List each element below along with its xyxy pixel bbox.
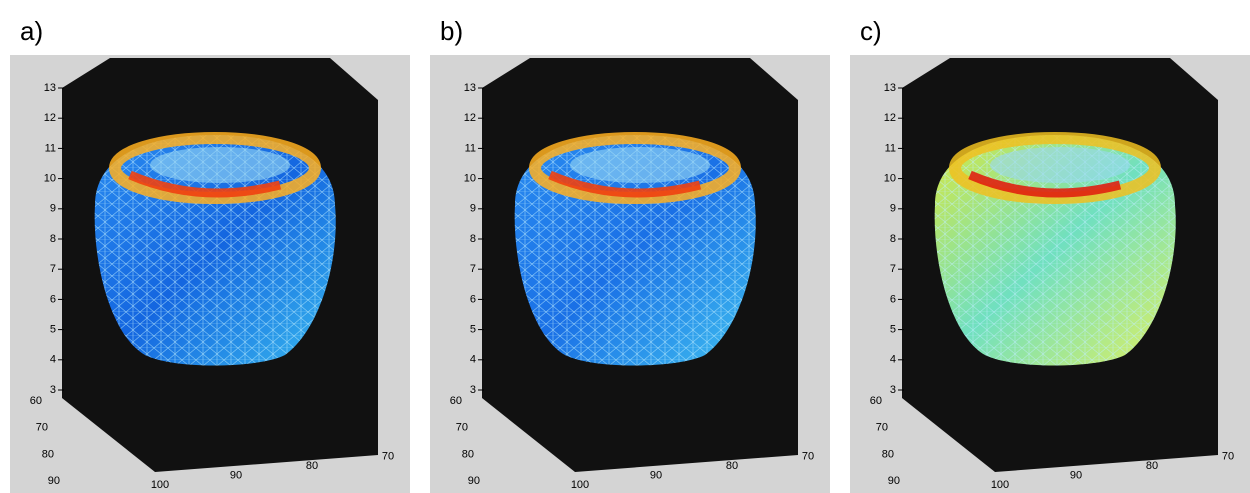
z-tick-label: 8	[890, 233, 896, 245]
heart-cavity	[990, 147, 1130, 183]
panel-label: b)	[440, 16, 463, 46]
panel: c) 3 4 5 6 7 8 9 10 11 12 13 60 70 80 90 100 90 80 70	[850, 16, 1250, 493]
x-tick-label: 80	[306, 460, 318, 472]
z-tick-label: 6	[470, 293, 476, 305]
z-tick-label: 7	[50, 263, 56, 275]
x-tick-label: 90	[230, 469, 242, 481]
z-tick-label: 5	[470, 324, 476, 336]
heart-rim-hot	[548, 170, 702, 198]
panel: b) 3 4 5 6 7 8 9 10 11 12 13 60 70 80 90 100 90 80 70	[430, 16, 830, 493]
heart-rim	[529, 132, 741, 204]
z-tick-label: 3	[50, 384, 56, 396]
y-tick-label: 80	[882, 448, 894, 460]
z-tick-label: 12	[44, 112, 56, 124]
y-tick-label: 60	[30, 395, 42, 407]
z-tick-label: 13	[464, 82, 476, 94]
x-tick-label: 100	[151, 479, 169, 491]
x-tick-label: 90	[650, 469, 662, 481]
z-tick-label: 9	[470, 203, 476, 215]
heart-rim-hot	[968, 170, 1122, 198]
x-tick-label: 80	[726, 460, 738, 472]
z-tick-label: 13	[44, 82, 56, 94]
x-tick-label: 70	[802, 450, 814, 462]
x-tick-label: 100	[571, 479, 589, 491]
x-tick-label: 70	[382, 450, 394, 462]
panel-label: a)	[20, 16, 43, 46]
z-tick-label: 4	[470, 354, 476, 366]
z-tick-label: 8	[50, 233, 56, 245]
z-tick-label: 10	[44, 173, 56, 185]
z-tick-label: 9	[890, 203, 896, 215]
z-tick-label: 6	[890, 293, 896, 305]
x-tick-label: 70	[1222, 450, 1234, 462]
y-tick-label: 90	[888, 475, 900, 487]
z-tick-label: 11	[465, 142, 476, 154]
z-tick-label: 13	[884, 82, 896, 94]
y-tick-label: 70	[36, 422, 48, 434]
z-tick-label: 11	[885, 142, 896, 154]
y-tick-label: 70	[876, 422, 888, 434]
y-tick-label: 80	[42, 448, 54, 460]
x-tick-label: 80	[1146, 460, 1158, 472]
panel: a) 3 4 5 6 7 8 9 10 11 12 13 60 70 80 90 100 90 80 70	[10, 16, 410, 493]
x-tick-label: 90	[1070, 469, 1082, 481]
y-tick-label: 90	[468, 475, 480, 487]
z-tick-label: 8	[470, 233, 476, 245]
heart-cavity	[570, 147, 710, 183]
z-tick-label: 4	[890, 354, 896, 366]
heart-rim	[949, 132, 1161, 204]
z-tick-label: 10	[464, 173, 476, 185]
x-tick-label: 100	[991, 479, 1009, 491]
z-tick-label: 12	[464, 112, 476, 124]
z-tick-label: 6	[50, 293, 56, 305]
panel-label: c)	[860, 16, 882, 46]
y-tick-label: 60	[870, 395, 882, 407]
z-tick-label: 9	[50, 203, 56, 215]
y-tick-label: 70	[456, 422, 468, 434]
heart-cavity	[150, 147, 290, 183]
z-tick-label: 7	[890, 263, 896, 275]
z-tick-label: 5	[50, 324, 56, 336]
z-tick-label: 5	[890, 324, 896, 336]
y-tick-label: 90	[48, 475, 60, 487]
z-tick-label: 3	[470, 384, 476, 396]
z-tick-label: 11	[45, 142, 56, 154]
z-tick-label: 7	[470, 263, 476, 275]
z-tick-label: 12	[884, 112, 896, 124]
z-tick-label: 3	[890, 384, 896, 396]
z-tick-label: 10	[884, 173, 896, 185]
y-tick-label: 60	[450, 395, 462, 407]
y-tick-label: 80	[462, 448, 474, 460]
heart-rim	[109, 132, 321, 204]
heart-rim-hot	[128, 170, 282, 198]
z-tick-label: 4	[50, 354, 56, 366]
